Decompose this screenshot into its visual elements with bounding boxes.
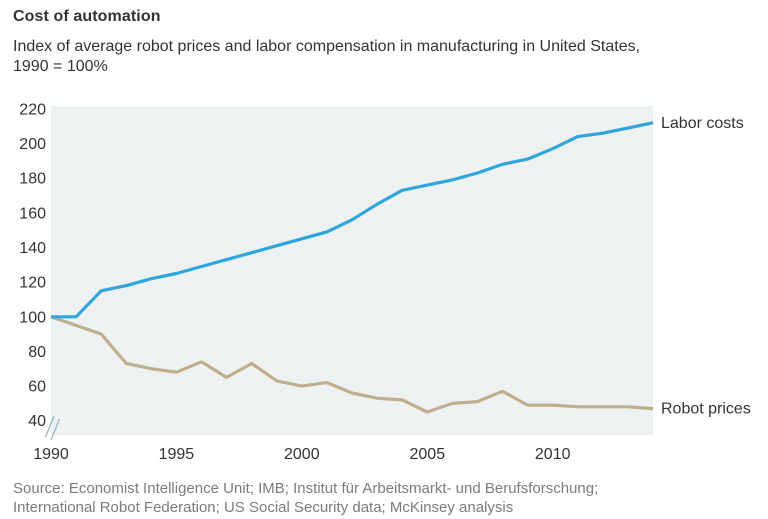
- y-tick-label: 80: [28, 344, 46, 361]
- axis-break-icon: [44, 415, 55, 438]
- y-tick-label: 220: [19, 101, 46, 118]
- source-note-line2: International Robot Federation; US Socia…: [13, 499, 514, 516]
- axis-break-icon: [50, 418, 61, 441]
- y-tick-label: 100: [19, 309, 46, 326]
- y-tick-label: 40: [28, 413, 46, 430]
- y-tick-label: 140: [19, 240, 46, 257]
- chart-subtitle-line2: 1990 = 100%: [13, 58, 108, 75]
- y-tick-label: 160: [19, 205, 46, 222]
- chart-subtitle: Index of average robot prices and labor …: [13, 37, 640, 77]
- chart-subtitle-line1: Index of average robot prices and labor …: [13, 38, 641, 55]
- y-tick-label: 180: [19, 171, 46, 188]
- series-label-robot-prices: Robot prices: [661, 401, 751, 418]
- y-tick-label: 200: [19, 136, 46, 153]
- labor-costs-line: [51, 121, 654, 319]
- x-tick-label: 2000: [284, 446, 320, 463]
- x-tick-label: 2010: [535, 446, 571, 463]
- source-note: Source: Economist Intelligence Unit; IMB…: [13, 479, 598, 517]
- plot-background: [51, 106, 653, 435]
- robot-prices-line: [50, 315, 654, 414]
- y-tick-label: 60: [28, 379, 46, 396]
- source-note-line1: Source: Economist Intelligence Unit; IMB…: [13, 480, 599, 497]
- x-tick-label: 1995: [159, 446, 195, 463]
- x-tick-label: 1990: [33, 446, 69, 463]
- series-label-labor-costs: Labor costs: [661, 115, 744, 132]
- y-tick-label: 120: [19, 275, 46, 292]
- x-tick-label: 2005: [410, 446, 446, 463]
- page-title: Cost of automation: [13, 8, 161, 25]
